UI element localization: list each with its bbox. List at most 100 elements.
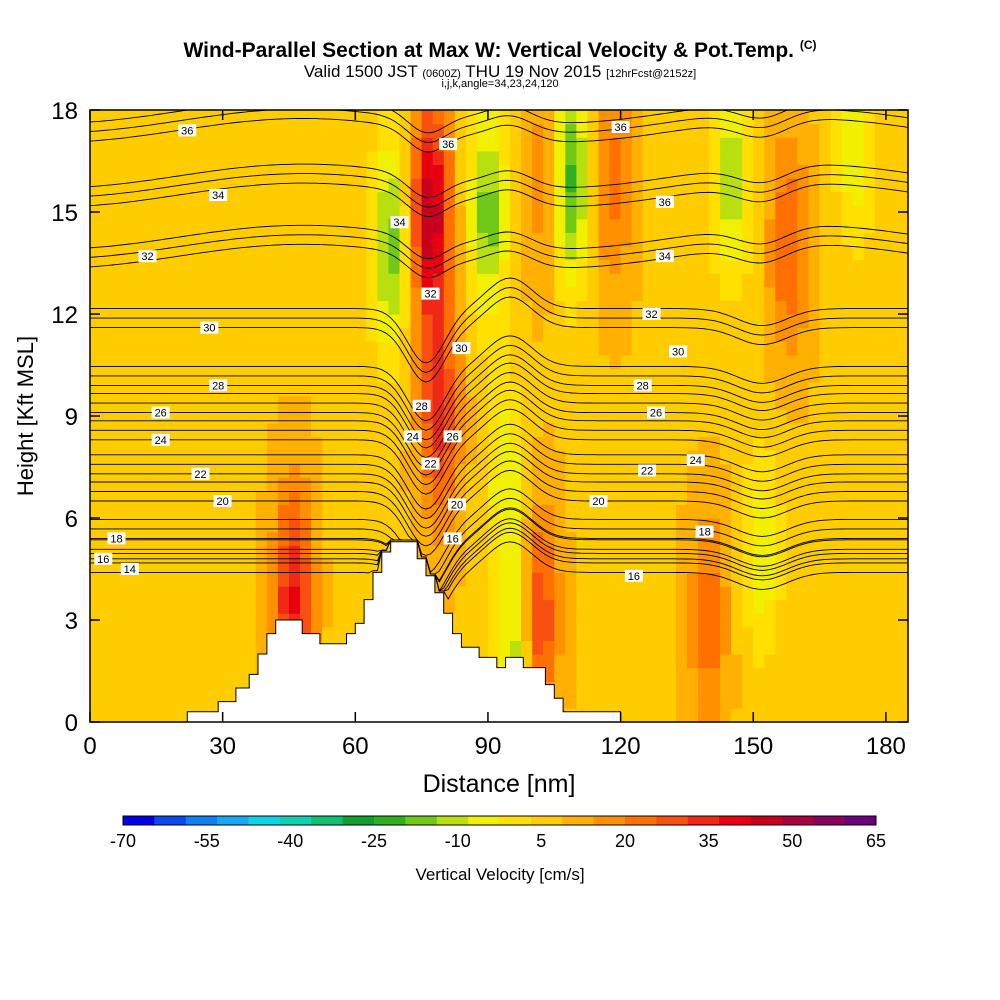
w-cell [543,191,555,206]
svg-text:24: 24 [155,435,167,447]
w-cell [443,477,456,492]
w-cell [388,232,401,247]
w-cell [255,259,268,274]
w-cell [686,558,699,573]
w-cell [311,599,323,614]
w-cell [200,450,213,465]
w-cell [300,314,312,329]
w-cell [487,205,500,220]
w-cell [775,436,787,451]
w-cell [642,477,655,492]
w-cell [134,164,146,179]
w-cell [731,191,743,206]
w-cell [631,150,644,165]
w-cell [686,354,699,369]
w-cell [587,178,600,193]
contour-label: 36 [439,138,458,151]
w-cell [487,586,500,601]
w-cell [686,463,699,478]
w-cell [366,422,378,437]
svg-text:20: 20 [451,499,463,511]
w-cell [797,613,810,628]
w-cell [830,409,843,424]
w-cell [145,504,157,519]
w-cell [288,314,301,329]
w-cell [112,586,124,601]
w-cell [565,150,577,165]
w-cell [775,572,787,587]
w-cell [863,137,876,152]
w-cell [808,110,821,125]
w-cell [333,504,345,519]
w-cell [620,354,633,369]
w-cell [775,409,787,424]
w-cell [786,558,799,573]
w-cell [432,558,445,573]
w-cell [499,382,511,397]
w-cell [366,218,378,233]
w-cell [421,436,434,451]
w-cell [311,382,323,397]
w-cell [664,314,677,329]
w-cell [819,586,832,601]
w-cell [664,613,677,628]
w-cell [797,218,810,233]
w-cell [697,681,710,696]
w-cell [753,178,765,193]
w-cell [841,286,854,301]
colorbar-tick-label: 35 [699,831,719,851]
w-cell [598,300,611,315]
w-cell [233,273,246,288]
w-cell [476,545,489,560]
w-cell [156,178,168,193]
w-cell [487,368,500,383]
w-cell [775,599,787,614]
w-cell [454,273,467,288]
w-cell [344,504,356,519]
w-cell [443,246,456,261]
w-cell [675,232,688,247]
w-cell [200,694,213,709]
w-cell [565,667,577,682]
w-cell [112,382,124,397]
w-cell [499,314,511,329]
colorbar-label: Vertical Velocity [cm/s] [415,865,584,884]
w-cell [863,246,876,261]
w-cell [720,640,732,655]
w-cell [244,341,257,356]
w-cell [454,477,467,492]
w-cell [123,232,135,247]
w-cell [156,341,168,356]
w-cell [521,504,533,519]
colorbar-swatch [311,816,344,825]
w-cell [366,314,378,329]
w-cell [742,409,754,424]
w-cell [244,463,257,478]
w-cell [720,273,732,288]
w-cell [465,382,478,397]
w-cell [764,450,776,465]
w-cell [609,477,622,492]
w-cell [134,490,146,505]
w-cell [653,654,666,669]
w-cell [554,110,566,125]
contour-label: 34 [390,216,409,229]
w-cell [101,150,113,165]
w-cell [852,667,865,682]
w-cell [709,341,721,356]
w-cell [112,110,124,125]
w-cell [587,164,600,179]
w-cell [808,504,821,519]
w-cell [399,137,412,152]
w-cell [499,613,511,628]
w-cell [808,694,821,709]
w-cell [709,123,721,138]
w-cell [742,273,754,288]
contour-label: 32 [138,250,157,263]
w-cell [675,259,688,274]
w-cell [830,218,843,233]
w-cell [543,626,555,641]
w-cell [487,477,500,492]
w-cell [775,232,787,247]
w-cell [675,422,688,437]
